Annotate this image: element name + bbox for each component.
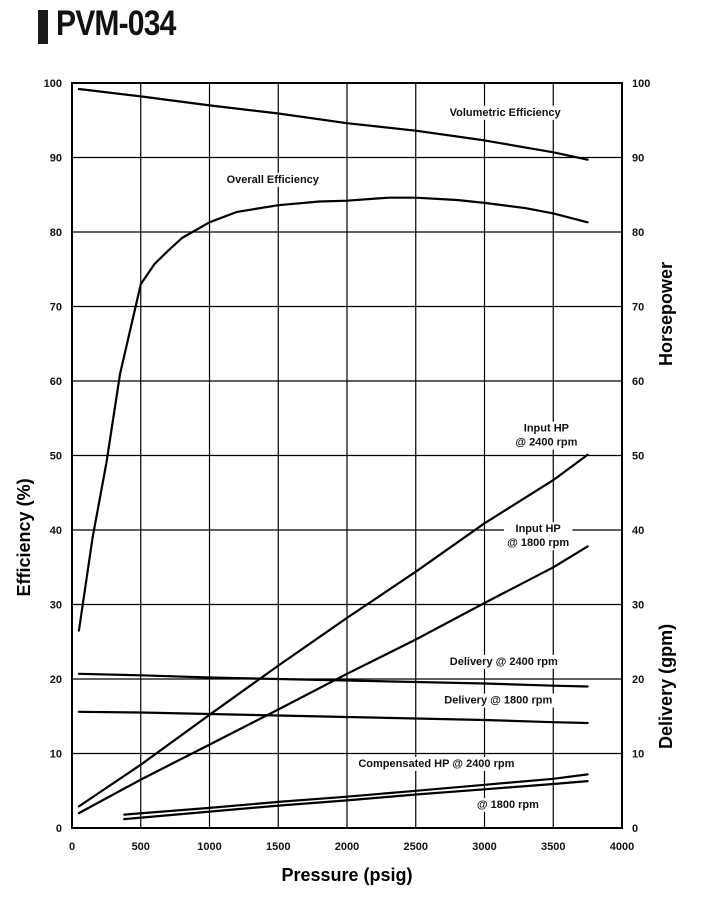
series-label-bg xyxy=(512,421,581,450)
x-tick-label: 500 xyxy=(132,841,150,853)
series-label-bg xyxy=(355,756,518,771)
y-tick-right-label: 70 xyxy=(632,302,644,314)
y-tick-right-label: 40 xyxy=(632,525,644,537)
y-tick-left-label: 50 xyxy=(50,451,62,463)
series-labels: Volumetric Efficiency Overall Efficiency I… xyxy=(223,105,581,812)
page-title: PVM-034 xyxy=(56,4,176,43)
series-line-8 xyxy=(123,779,589,821)
x-tick-label: 3000 xyxy=(472,841,496,853)
x-tick-label: 1500 xyxy=(266,841,290,853)
series-label-bg xyxy=(446,654,561,669)
series-label-text: Volumetric Efficiency xyxy=(450,107,562,119)
series-label-text: Compensated HP @ 2400 rpm xyxy=(358,758,514,770)
series-label-text: @ 1800 rpm xyxy=(507,537,569,549)
x-tick-label: 0 xyxy=(69,841,75,853)
plot-frame xyxy=(71,82,623,829)
series-lines xyxy=(77,87,589,821)
series-label-6: Delivery @ 1800 rpm xyxy=(441,693,556,708)
y-tick-left-label: 100 xyxy=(44,78,62,90)
x-tick-label: 2500 xyxy=(404,841,428,853)
series-label-text: Delivery @ 1800 rpm xyxy=(444,695,552,707)
y-tick-left-label: 40 xyxy=(50,525,62,537)
series-line-1 xyxy=(77,87,589,161)
x-tick-label: 3500 xyxy=(541,841,565,853)
series-label-bg xyxy=(504,522,573,551)
y-tick-left-label: 90 xyxy=(50,153,62,165)
series-label-5: Delivery @ 2400 rpm xyxy=(446,654,561,669)
y-tick-right-label: 100 xyxy=(632,78,650,90)
series-label-4: Input HP @ 1800 rpm xyxy=(504,522,573,551)
y-axis-left-title: Efficiency (%) xyxy=(14,478,34,596)
x-tick-label: 4000 xyxy=(610,841,634,853)
series-line-5 xyxy=(77,672,589,688)
series-label-8: @ 1800 rpm xyxy=(473,797,543,812)
y-tick-right-label: 90 xyxy=(632,153,644,165)
y-tick-left-label: 60 xyxy=(50,376,62,388)
series-label-bg xyxy=(441,693,556,708)
series-label-bg xyxy=(473,797,543,812)
y-tick-left-label: 10 xyxy=(50,749,62,761)
y-tick-left-label: 80 xyxy=(50,227,62,239)
series-label-text: Input HP xyxy=(516,523,561,535)
series-label-7: Compensated HP @ 2400 rpm xyxy=(355,756,518,771)
series-label-text: @ 2400 rpm xyxy=(515,437,577,449)
series-label-text: @ 1800 rpm xyxy=(477,799,539,811)
tick-labels: 0 500 1000 1500 2000 2500 3000 3500 400001020304… xyxy=(44,78,651,853)
series-line-2 xyxy=(77,196,589,632)
series-label-2: Overall Efficiency xyxy=(223,172,323,187)
x-tick-label: 1000 xyxy=(197,841,221,853)
y-tick-right-label: 10 xyxy=(632,749,644,761)
y-tick-right-label: 80 xyxy=(632,227,644,239)
series-label-text: Delivery @ 2400 rpm xyxy=(450,656,558,668)
series-label-1: Volumetric Efficiency xyxy=(446,105,565,120)
y-tick-left-label: 20 xyxy=(50,674,62,686)
y-axis-right-top-title: Horsepower xyxy=(656,262,676,366)
y-tick-right-label: 30 xyxy=(632,600,644,612)
y-tick-left-label: 0 xyxy=(56,823,62,835)
y-tick-left-label: 70 xyxy=(50,302,62,314)
series-label-bg xyxy=(223,172,323,187)
series-line-7 xyxy=(123,773,589,816)
x-axis-title: Pressure (psig) xyxy=(281,865,412,885)
series-label-text: Overall Efficiency xyxy=(227,174,320,186)
y-tick-right-label: 50 xyxy=(632,451,644,463)
y-tick-left-label: 30 xyxy=(50,600,62,612)
series-line-4 xyxy=(77,545,589,815)
series-label-text: Input HP xyxy=(524,423,569,435)
y-tick-right-label: 20 xyxy=(632,674,644,686)
y-axis-right-bottom-title: Delivery (gpm) xyxy=(656,624,676,749)
series-line-6 xyxy=(77,710,589,725)
series-label-bg xyxy=(446,105,565,120)
series-label-3: Input HP @ 2400 rpm xyxy=(512,421,581,450)
series-line-3 xyxy=(77,453,589,808)
y-tick-right-label: 0 xyxy=(632,823,638,835)
y-tick-right-label: 60 xyxy=(632,376,644,388)
x-tick-label: 2000 xyxy=(335,841,359,853)
title-bar-mark xyxy=(38,10,48,44)
